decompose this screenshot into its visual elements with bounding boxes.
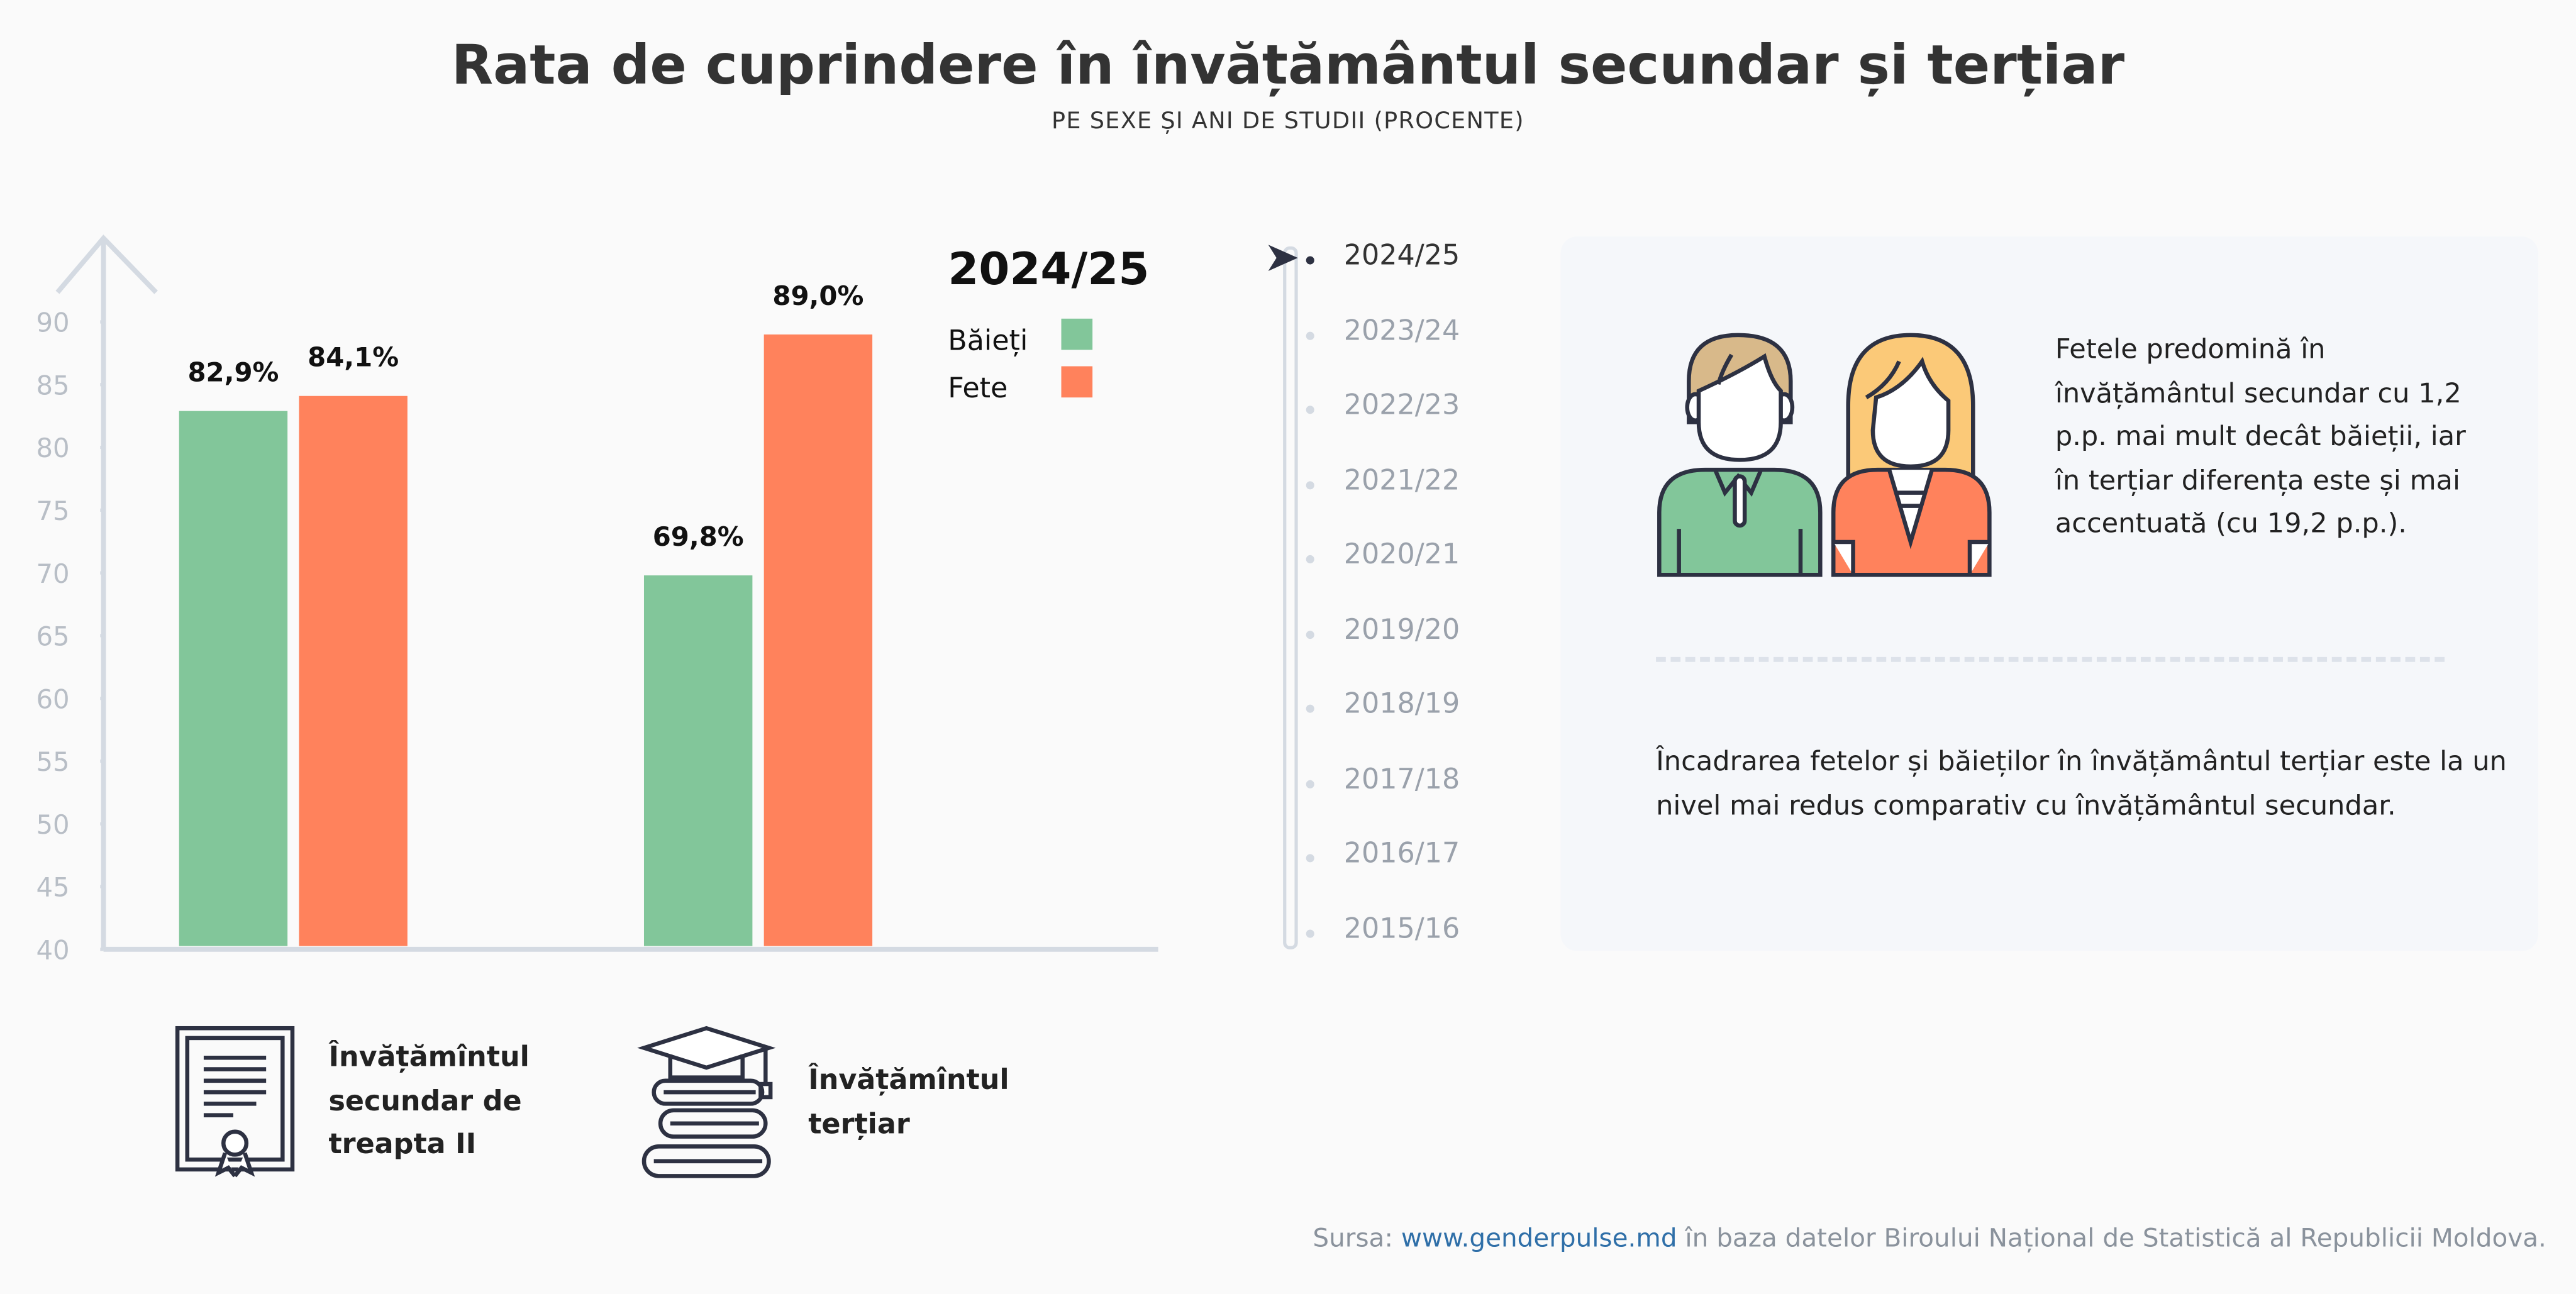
y-tick: [100, 571, 104, 575]
bar-chart: 90 85 80 75 70 65 60 55 50 45 40 82,9% 69,8% 84,1% 89…: [36, 234, 1158, 966]
axis-line: [55, 234, 1158, 952]
timeline-year-2021-22[interactable]: 2021/22: [1343, 463, 1460, 497]
label-line: secundar de: [328, 1085, 522, 1118]
timeline-year-2016-17[interactable]: 2016/17: [1343, 838, 1460, 871]
y-tick-label: 50: [36, 809, 69, 840]
timeline-dot: [1306, 779, 1314, 788]
y-tick-label: 90: [36, 307, 69, 338]
source-prefix: Sursa:: [1313, 1224, 1401, 1254]
source-link[interactable]: www.genderpulse.md: [1401, 1224, 1677, 1254]
y-tick: [100, 885, 104, 888]
timeline-year-2018-19[interactable]: 2018/19: [1343, 688, 1460, 721]
timeline-dot: [1306, 854, 1314, 863]
y-axis: 90 85 80 75 70 65 60 55 50 45 40: [36, 234, 1158, 966]
y-tick-label: 75: [36, 495, 69, 526]
bar-baieti: [643, 575, 753, 946]
note-tertiary-lower: Încadrarea fetelor și băieților în învăț…: [1656, 745, 2507, 821]
arrow-pointer-icon: [1268, 245, 1298, 272]
label-line: treapta II: [328, 1128, 477, 1161]
bar-fete: [763, 334, 873, 946]
y-tick-label: 70: [36, 558, 69, 589]
y-tick-label: 85: [36, 370, 69, 401]
timeline-track[interactable]: [1283, 246, 1298, 949]
y-tick-label: 45: [36, 872, 69, 903]
label-line: terțiar: [808, 1107, 910, 1141]
timeline-dot: [1306, 629, 1314, 638]
y-tick: [100, 445, 104, 450]
bar-value-label: 82,9%: [187, 357, 279, 388]
y-tick-label: 55: [36, 746, 69, 777]
y-tick-label: 60: [36, 683, 69, 714]
bars: 82,9% 69,8% 84,1% 89,0%: [179, 280, 873, 946]
divider: [1656, 656, 2445, 662]
y-tick: [100, 320, 104, 324]
bar-value-label: 69,8%: [653, 521, 744, 552]
timeline-dot: [1306, 929, 1314, 937]
y-tick: [100, 697, 104, 700]
y-tick-label: 65: [36, 621, 69, 652]
legend: Băieți Fete 2024/25: [948, 243, 1149, 404]
bar-value-label: 84,1%: [308, 342, 399, 373]
timeline-year-2015-16[interactable]: 2015/16: [1343, 912, 1460, 946]
legend-swatch: [1061, 366, 1093, 398]
page-title: Rata de cuprindere în învățământul secun…: [451, 33, 2125, 97]
timeline-dot: [1306, 406, 1314, 414]
category-label-tertiary: Învățămîntul terțiar: [808, 1059, 1009, 1146]
timeline-dot: [1306, 256, 1314, 265]
diploma-icon: [175, 1026, 295, 1178]
y-tick: [100, 634, 104, 638]
legend-label: Băieți: [948, 324, 1028, 357]
bar-baieti: [179, 411, 288, 946]
y-tick: [100, 508, 104, 512]
legend-year: 2024/25: [948, 243, 1149, 295]
y-tick: [100, 948, 104, 951]
y-tick-label: 40: [36, 935, 69, 966]
graduation-books-icon: [637, 1026, 775, 1178]
timeline-dot: [1306, 555, 1314, 563]
timeline-year-2024-25[interactable]: 2024/25: [1343, 240, 1460, 273]
timeline-dot: [1306, 480, 1314, 489]
timeline-year-2020-21[interactable]: 2020/21: [1343, 538, 1460, 572]
boy-girl-icon: [1657, 333, 1992, 577]
note-gender-difference: Fetele predomină în învățământul secunda…: [2055, 333, 2466, 539]
timeline-year-2023-24[interactable]: 2023/24: [1343, 314, 1460, 348]
y-tick: [100, 759, 104, 763]
y-tick: [100, 383, 104, 387]
timeline-year-2017-18[interactable]: 2017/18: [1343, 763, 1460, 796]
timeline-year-2022-23[interactable]: 2022/23: [1343, 389, 1460, 423]
label-line: Învățămîntul: [808, 1064, 1009, 1097]
timeline-dot: [1306, 704, 1314, 713]
source-suffix: în baza datelor Biroului Național de Sta…: [1677, 1224, 2546, 1254]
source-note: Sursa: www.genderpulse.md în baza datelo…: [1313, 1224, 2546, 1253]
timeline-dot: [1306, 331, 1314, 340]
timeline-year-2019-20[interactable]: 2019/20: [1343, 613, 1460, 646]
bar-fete: [299, 395, 408, 946]
page-subtitle: PE SEXE ȘI ANI DE STUDII (PROCENTE): [1052, 108, 1524, 135]
legend-label: Fete: [948, 372, 1008, 404]
category-label-secondary: Învățămîntul secundar de treapta II: [328, 1036, 529, 1167]
legend-swatch: [1061, 318, 1093, 350]
bar-value-label: 89,0%: [772, 280, 863, 311]
y-tick: [100, 822, 104, 826]
label-line: Învățămîntul: [328, 1041, 530, 1075]
y-tick-label: 80: [36, 433, 69, 463]
